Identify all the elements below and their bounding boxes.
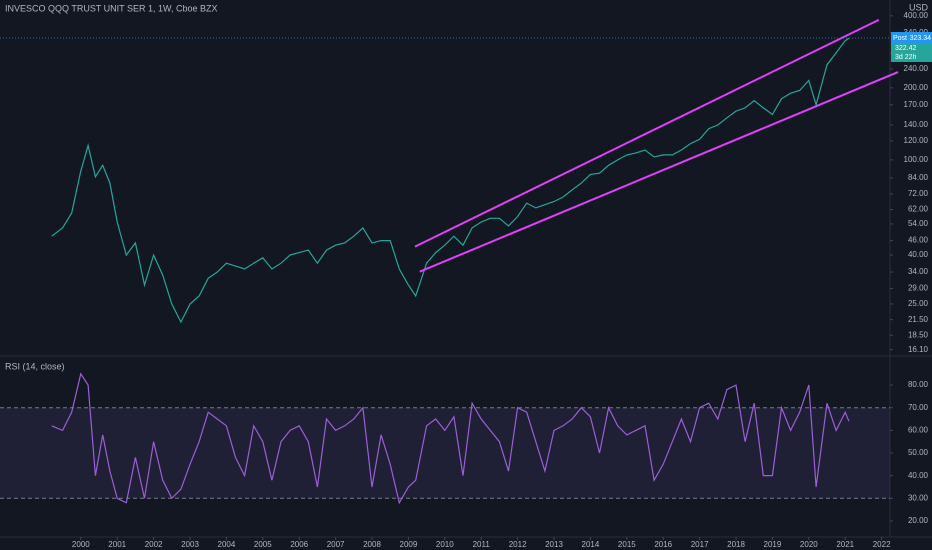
x-tick-label: 2005 (254, 540, 272, 549)
post-price-box (891, 31, 932, 44)
x-tick-label: 2011 (473, 540, 491, 549)
y-tick-label: 400.00 (904, 11, 929, 20)
x-tick-label: 2020 (800, 540, 818, 549)
y-tick-label: 80.00 (908, 380, 929, 389)
x-tick-label: 2022 (873, 540, 891, 549)
y-tick-label: 170.00 (904, 100, 929, 109)
y-tick-label: 140.00 (904, 120, 929, 129)
x-tick-label: 2015 (618, 540, 636, 549)
series-line (51, 372, 850, 505)
y-tick-label: 200.00 (904, 83, 929, 92)
x-tick-label: 2006 (290, 540, 308, 549)
post-price: 323.34 (910, 35, 932, 42)
post-label: Post (893, 35, 907, 42)
x-tick-label: 2019 (764, 540, 782, 549)
trendline (419, 71, 899, 273)
y-tick-label: 84.00 (908, 173, 929, 182)
rsi-title: RSI (14, close) (5, 361, 65, 371)
y-tick-label: 18.50 (908, 330, 929, 339)
trendline (414, 18, 880, 248)
y-tick-label: 20.00 (908, 516, 929, 525)
y-tick-label: 70.00 (908, 403, 929, 412)
x-tick-label: 2003 (181, 540, 199, 549)
x-tick-label: 2014 (582, 540, 600, 549)
y-tick-label: 40.00 (908, 471, 929, 480)
y-tick-label: 30.00 (908, 493, 929, 502)
y-tick-label: 62.00 (908, 205, 929, 214)
last-price-box (891, 42, 932, 62)
x-tick-label: 2012 (509, 540, 527, 549)
y-tick-label: 72.00 (908, 189, 929, 198)
x-tick-label: 2000 (72, 540, 90, 549)
y-tick-label: 29.00 (908, 284, 929, 293)
x-tick-label: 2007 (327, 540, 345, 549)
x-tick-label: 2017 (691, 540, 709, 549)
x-tick-label: 2016 (654, 540, 672, 549)
chart-title: INVESCO QQQ TRUST UNIT SER 1, 1W, Cboe B… (5, 3, 218, 13)
x-tick-label: 2018 (727, 540, 745, 549)
x-tick-label: 2009 (400, 540, 418, 549)
x-tick-label: 2013 (545, 540, 563, 549)
series-line (51, 37, 850, 324)
x-tick-label: 2001 (108, 540, 126, 549)
last-price: 322.42 (895, 45, 917, 52)
x-tick-label: 2021 (836, 540, 854, 549)
x-tick-label: 2002 (145, 540, 163, 549)
y-tick-label: 240.00 (904, 64, 929, 73)
y-tick-label: 60.00 (908, 425, 929, 434)
y-tick-label: 54.00 (908, 219, 929, 228)
y-tick-label: 46.00 (908, 236, 929, 245)
y-tick-label: 40.00 (908, 250, 929, 259)
x-tick-label: 2004 (218, 540, 236, 549)
y-tick-label: 34.00 (908, 267, 929, 276)
y-tick-label: 25.00 (908, 299, 929, 308)
y-tick-label: 100.00 (904, 155, 929, 164)
countdown: 3d 22h (895, 54, 917, 61)
y-tick-label: 120.00 (904, 136, 929, 145)
currency-label: USD (909, 2, 929, 12)
y-tick-label: 16.10 (908, 345, 929, 354)
x-tick-label: 2008 (363, 540, 381, 549)
y-tick-label: 21.50 (908, 315, 929, 324)
y-tick-label: 50.00 (908, 448, 929, 457)
x-tick-label: 2010 (436, 540, 454, 549)
plot-layer: 16.10 18.50 21.50 25.00 29.00 34.00 40.00 46.00… (0, 11, 932, 549)
